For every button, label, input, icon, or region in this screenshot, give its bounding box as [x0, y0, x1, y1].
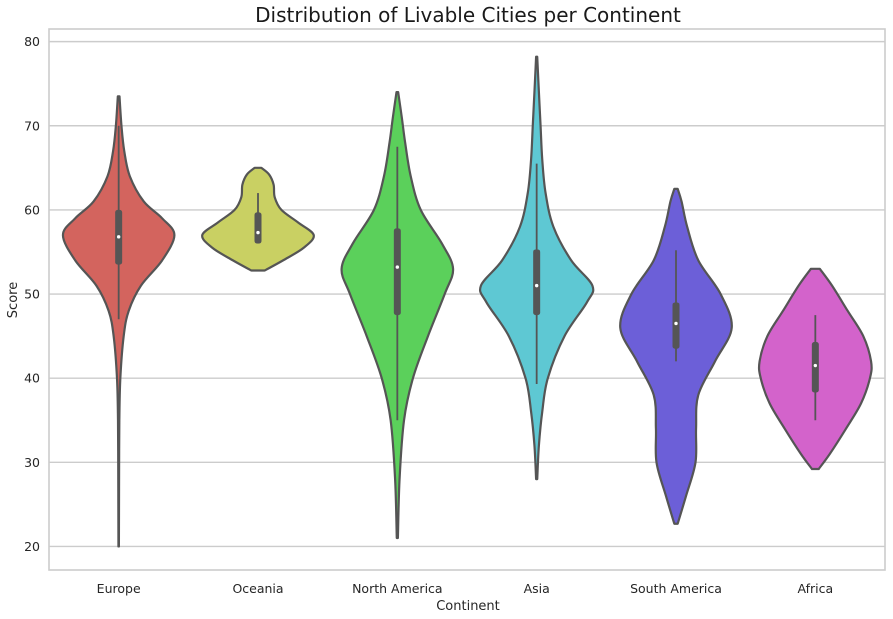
y-tick-labels: 20 30 40 50 60 70 80	[24, 34, 40, 554]
y-tick-label: 50	[24, 287, 40, 302]
chart-title: Distribution of Livable Cities per Conti…	[255, 3, 681, 27]
violin-iqr-box	[533, 249, 541, 316]
violin-south-america	[619, 187, 733, 525]
violin-median	[534, 283, 539, 288]
violin-europe	[61, 95, 176, 548]
x-tick-labels: Europe Oceania North America Asia South Amer…	[97, 581, 833, 596]
y-tick-label: 80	[24, 34, 40, 49]
violin-median	[674, 321, 678, 326]
plot-frame	[48, 28, 886, 571]
violin-median	[813, 363, 818, 368]
violins	[61, 55, 873, 548]
y-tick-label: 30	[24, 455, 40, 470]
violin-iqr-box	[254, 212, 262, 244]
violin-iqr-box	[672, 302, 680, 349]
violin-median	[395, 265, 400, 269]
y-axis-label: Score	[6, 282, 21, 318]
x-tick-label: South America	[630, 581, 722, 596]
x-tick-label: Oceania	[232, 581, 283, 596]
violin-oceania	[201, 166, 315, 272]
y-tick-label: 20	[24, 539, 40, 554]
violin-africa	[757, 267, 873, 471]
y-tick-label: 40	[24, 371, 40, 386]
gridlines	[49, 40, 885, 548]
violin-median	[256, 230, 260, 235]
violin-iqr-box	[393, 228, 401, 316]
x-axis-label: Continent	[436, 599, 500, 614]
y-tick-label: 70	[24, 118, 40, 133]
violin-body	[61, 95, 176, 548]
violin-north-america	[340, 91, 455, 540]
x-tick-label: Africa	[798, 581, 834, 596]
x-tick-label: Europe	[97, 581, 141, 596]
x-tick-label: North America	[352, 581, 443, 596]
violin-asia	[478, 55, 595, 481]
y-tick-label: 60	[24, 202, 40, 217]
x-tick-label: Asia	[524, 581, 550, 596]
violin-median	[116, 235, 121, 239]
